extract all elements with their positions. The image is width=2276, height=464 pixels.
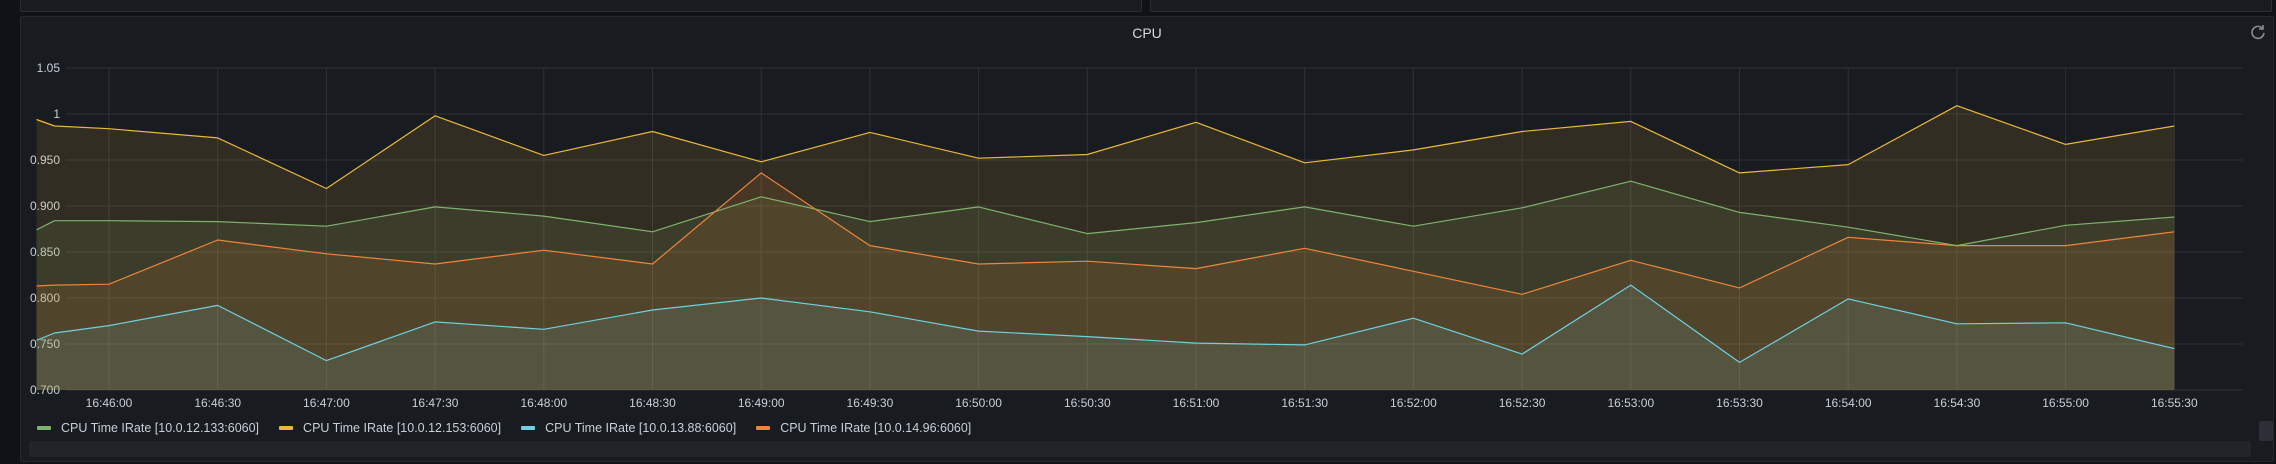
- chart-legend: CPU Time IRate [10.0.12.133:6060] CPU Tim…: [37, 421, 971, 435]
- series-line-2: [36, 105, 2175, 190]
- x-tick-label: 16:49:30: [847, 396, 894, 410]
- series-area-1: [36, 181, 2175, 390]
- x-tick-label: 16:46:00: [86, 396, 133, 410]
- panel-above-left: [20, 0, 1142, 12]
- legend-label: CPU Time IRate [10.0.12.153:6060]: [303, 421, 502, 435]
- panel-above-right: [1150, 0, 2272, 12]
- legend-swatch: [279, 426, 294, 430]
- y-tick-label: 0.700: [30, 383, 60, 397]
- y-tick-label: 0.800: [30, 291, 60, 305]
- panel-title[interactable]: CPU: [1132, 25, 1162, 41]
- top-panel-strip: [0, 0, 2276, 14]
- x-tick-label: 16:55:30: [2151, 396, 2198, 410]
- legend-item[interactable]: CPU Time IRate [10.0.12.133:6060]: [37, 421, 259, 435]
- x-tick-label: 16:52:30: [1499, 396, 1546, 410]
- legend-label: CPU Time IRate [10.0.13.88:6060]: [545, 421, 737, 435]
- x-tick-label: 16:55:00: [2042, 396, 2089, 410]
- x-tick-label: 16:47:00: [303, 396, 350, 410]
- series-area-4: [36, 172, 2175, 390]
- y-tick-label: 1.05: [37, 61, 61, 75]
- y-tick-label: 1: [53, 107, 60, 121]
- legend-swatch: [37, 426, 51, 430]
- legend-item[interactable]: CPU Time IRate [10.0.14.96:6060]: [756, 421, 971, 435]
- x-tick-label: 16:48:30: [629, 396, 676, 410]
- legend-swatch: [756, 426, 771, 430]
- series-line-3: [36, 284, 2175, 363]
- legend-scroll-handle[interactable]: [2259, 421, 2273, 441]
- x-tick-label: 16:53:30: [1716, 396, 1763, 410]
- series-line-4: [36, 172, 2175, 295]
- legend-item[interactable]: CPU Time IRate [10.0.13.88:6060]: [521, 421, 736, 435]
- legend-item[interactable]: CPU Time IRate [10.0.12.153:6060]: [279, 421, 501, 435]
- cpu-chart[interactable]: 0.7000.7500.8000.8500.9000.95011.0516:46…: [21, 17, 2273, 417]
- series-area-3: [36, 285, 2175, 390]
- x-tick-label: 16:54:30: [1934, 396, 1981, 410]
- x-tick-label: 16:52:00: [1390, 396, 1437, 410]
- x-tick-label: 16:51:30: [1281, 396, 1328, 410]
- series-area-2: [36, 105, 2175, 390]
- y-tick-label: 0.950: [30, 153, 60, 167]
- x-tick-label: 16:50:00: [955, 396, 1002, 410]
- x-tick-label: 16:53:00: [1607, 396, 1654, 410]
- x-tick-label: 16:46:30: [194, 396, 241, 410]
- x-tick-label: 16:49:00: [738, 396, 785, 410]
- refresh-icon[interactable]: [2249, 23, 2267, 41]
- x-tick-label: 16:54:00: [1825, 396, 1872, 410]
- legend-scrollbar[interactable]: [29, 441, 2251, 457]
- legend-swatch: [521, 426, 536, 430]
- y-tick-label: 0.900: [30, 199, 60, 213]
- y-tick-label: 0.850: [30, 245, 60, 259]
- x-tick-label: 16:48:00: [520, 396, 567, 410]
- cpu-panel: CPU 0.700 0.750 0.800 0.850 0.900 0.950 1 1.05 1…: [20, 16, 2274, 462]
- x-tick-label: 16:47:30: [412, 396, 459, 410]
- legend-label: CPU Time IRate [10.0.12.133:6060]: [61, 421, 260, 435]
- legend-label: CPU Time IRate [10.0.14.96:6060]: [780, 421, 972, 435]
- x-tick-label: 16:50:30: [1064, 396, 1111, 410]
- x-tick-label: 16:51:00: [1173, 396, 1220, 410]
- series-line-1: [36, 180, 2175, 247]
